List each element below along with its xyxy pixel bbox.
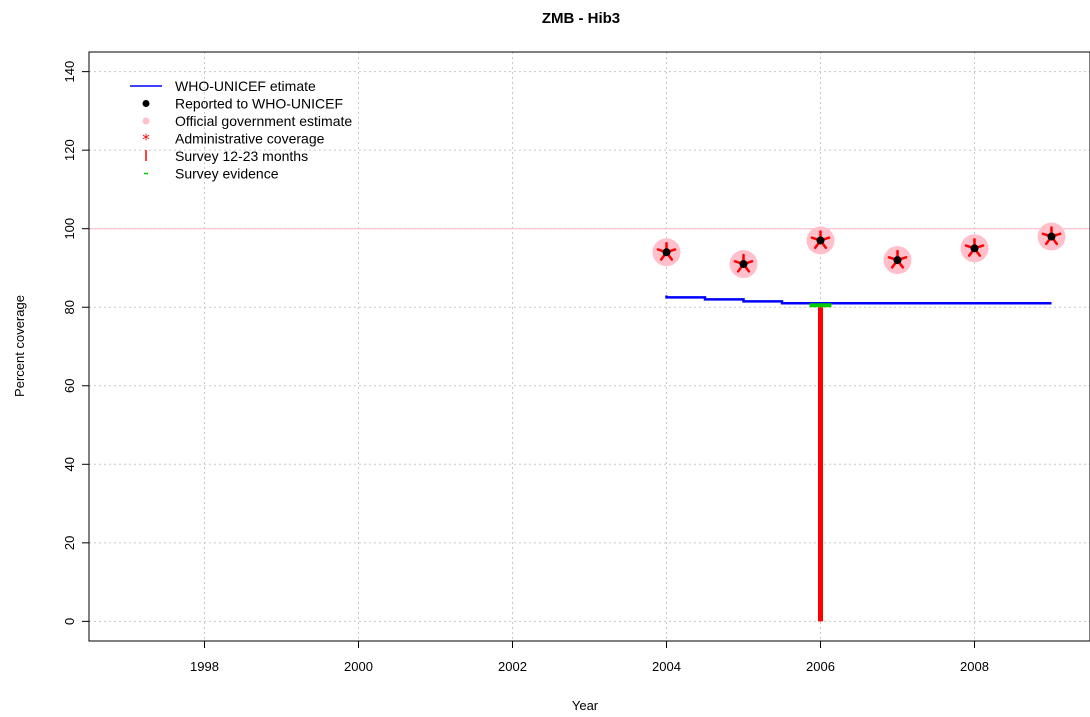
legend-entry: Official government estimate <box>142 113 352 129</box>
legend-label: Survey evidence <box>175 166 279 182</box>
legend-entry: Survey evidence <box>144 166 279 182</box>
legend-entry: * Administrative coverage <box>142 131 324 149</box>
y-tick-label: 20 <box>62 536 77 550</box>
y-tick-label: 60 <box>62 379 77 393</box>
legend-dot-icon <box>142 100 150 107</box>
x-tick-label: 2000 <box>344 659 373 674</box>
reported-point <box>739 260 748 269</box>
legend-dot-icon <box>142 117 150 125</box>
series-layer <box>652 222 1066 622</box>
legend-star-icon: * <box>142 131 150 149</box>
plot-frame <box>88 51 1090 642</box>
x-axis: 1998 2000 2002 2004 2006 2008 <box>190 641 989 674</box>
x-tick-label: 2008 <box>960 659 989 674</box>
y-tick-label: 40 <box>62 457 77 471</box>
chart-title: ZMB - Hib3 <box>542 10 620 27</box>
legend-label: Reported to WHO-UNICEF <box>175 96 343 112</box>
who-unicef-estimate-line <box>665 295 1052 305</box>
y-axis: 0 20 40 60 80 100 120 140 <box>62 61 89 625</box>
x-tick-label: 1998 <box>190 659 219 674</box>
legend-label: Survey 12-23 months <box>175 148 308 164</box>
legend-entry: Reported to WHO-UNICEF <box>142 96 343 112</box>
legend-label: Official government estimate <box>175 113 352 129</box>
reported-point <box>662 248 671 257</box>
legend-label: Administrative coverage <box>175 131 325 147</box>
reported-point <box>816 236 825 245</box>
x-tick-label: 2006 <box>806 659 835 674</box>
y-tick-label: 80 <box>62 300 77 314</box>
legend-label: WHO-UNICEF etimate <box>175 78 316 94</box>
y-axis-label: Percent coverage <box>12 295 27 397</box>
legend: WHO-UNICEF etimate Reported to WHO-UNICEF… <box>130 78 352 182</box>
legend-entry: Survey 12-23 months <box>145 148 308 164</box>
y-tick-label: 120 <box>62 139 77 161</box>
y-tick-label: 0 <box>62 618 77 625</box>
y-tick-label: 140 <box>62 61 77 83</box>
x-tick-label: 2002 <box>498 659 527 674</box>
reported-point <box>1047 232 1056 241</box>
x-axis-label: Year <box>572 698 599 713</box>
reported-point <box>893 256 902 265</box>
y-tick-label: 100 <box>62 218 77 240</box>
reported-point <box>970 244 979 253</box>
x-tick-label: 2004 <box>652 659 681 674</box>
legend-entry: WHO-UNICEF etimate <box>130 78 316 94</box>
